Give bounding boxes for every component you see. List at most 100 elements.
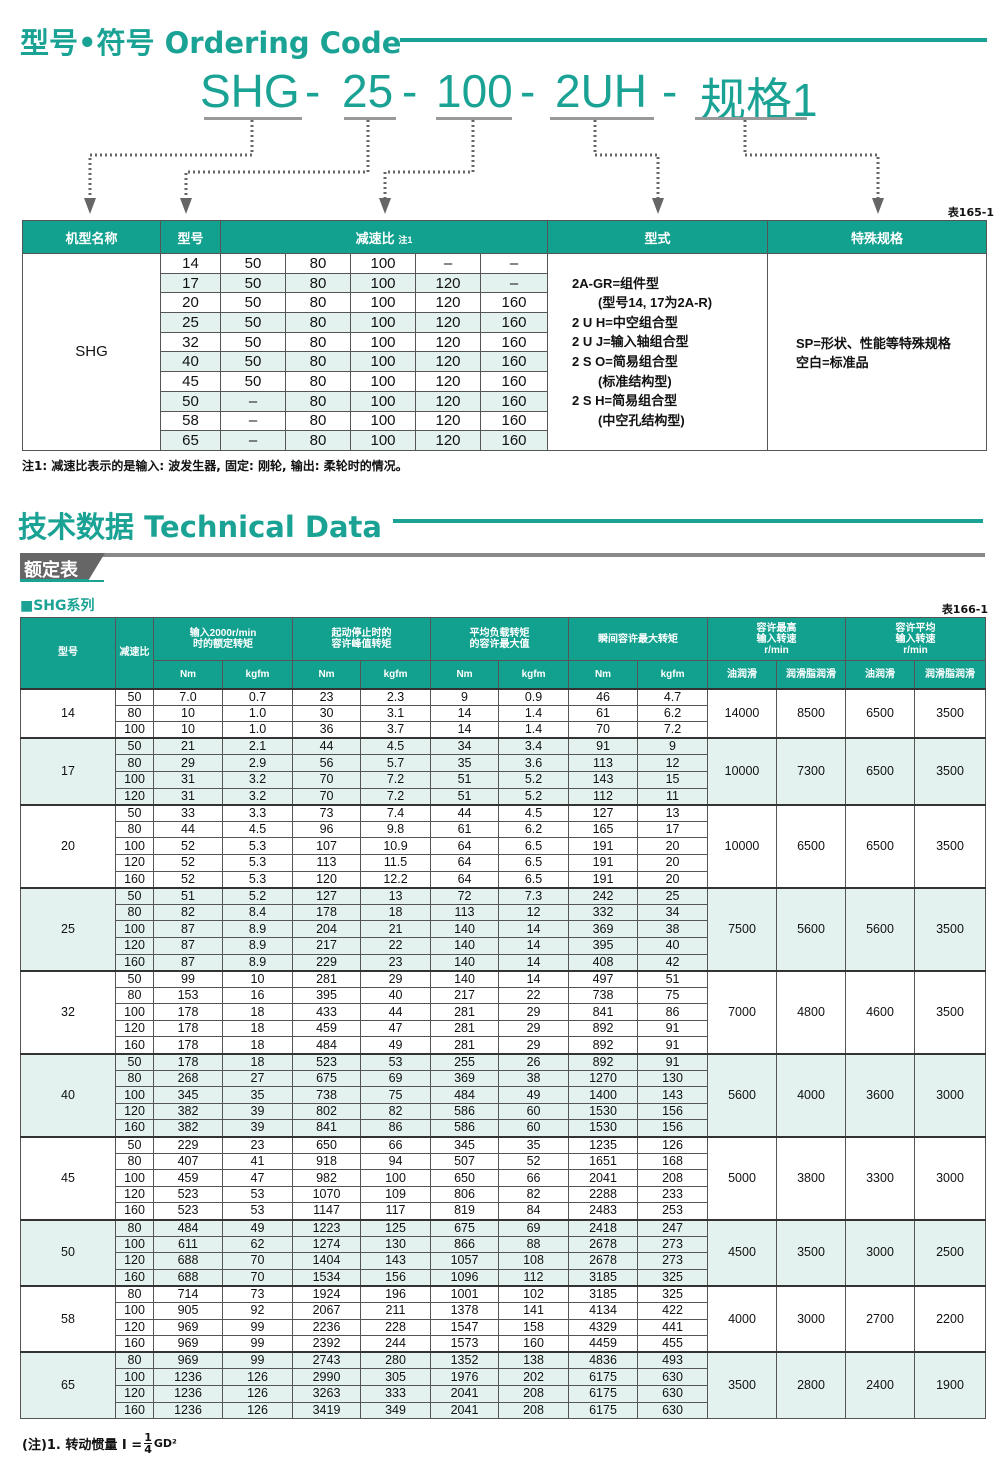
cell: 3.1	[360, 704, 432, 723]
cell: 228	[360, 1318, 432, 1337]
cell: 50	[115, 688, 154, 706]
cell: 229	[292, 953, 362, 972]
cell: 714	[153, 1285, 223, 1303]
code-sep: -	[305, 65, 321, 117]
cell: 178	[292, 903, 362, 922]
header-machine-name: 机型名称	[22, 220, 161, 254]
cell: 1236	[153, 1384, 223, 1403]
speed-cell: 3500	[914, 688, 987, 739]
ordering-note: 注1: 减速比表示的是输入: 波发生器, 固定: 刚轮, 输出: 柔轮时的情况。	[22, 459, 408, 473]
table-row: 120 87 8.9 217 22 140 14 395 40	[21, 936, 986, 955]
cell: 3.2	[221, 770, 294, 789]
cell: 630	[637, 1368, 709, 1386]
cell: 2041	[568, 1169, 639, 1187]
cell: 112	[498, 1268, 570, 1287]
cell: 52	[153, 870, 223, 889]
cell: 10	[153, 704, 223, 723]
cell: 33	[153, 804, 223, 822]
cell: 25	[637, 887, 709, 905]
cell: 178	[153, 1003, 223, 1021]
subheader-kgfm: kgfm	[360, 660, 432, 689]
type-item: 2 U H=中空组合型	[572, 314, 678, 330]
cell: 100	[115, 920, 154, 938]
cell: 160	[480, 390, 548, 412]
cell: 91	[637, 1053, 709, 1071]
cell: –	[220, 390, 286, 412]
cell: 281	[430, 1036, 500, 1055]
cell: 120	[115, 853, 154, 872]
cell: 70	[221, 1252, 294, 1270]
cell: 229	[153, 1136, 223, 1154]
cell: 160	[115, 1202, 154, 1220]
cell: 58	[160, 410, 221, 432]
speed-cell: 7000	[707, 970, 778, 1055]
model-cell: 20	[20, 804, 116, 889]
cell: 11	[637, 787, 709, 806]
speed-cell: 5600	[707, 1053, 778, 1138]
type-item: (标准结构型)	[572, 373, 672, 389]
cell: 61	[568, 704, 639, 723]
cell: 4134	[568, 1301, 639, 1320]
cell: 51	[430, 770, 500, 789]
cell: 50	[115, 887, 154, 905]
tab-underline	[20, 580, 104, 582]
cell: 332	[568, 903, 639, 922]
type-list: 2A-GR=组件型 (型号14, 17为2A-R) 2 U H=中空组合型 2 U …	[547, 253, 768, 451]
cell: 100	[350, 331, 416, 353]
cell: 247	[637, 1219, 709, 1237]
subheader-nm: Nm	[153, 660, 223, 689]
cell: 160	[115, 1335, 154, 1353]
cell: 49	[498, 1086, 570, 1104]
cell: 273	[637, 1252, 709, 1270]
cell: 84	[498, 1202, 570, 1220]
cell: 120	[115, 1102, 154, 1121]
cell: 1223	[292, 1219, 362, 1237]
cell: 806	[430, 1185, 500, 1204]
cell: 493	[637, 1351, 709, 1370]
cell: 156	[637, 1119, 709, 1138]
special-item: 空白=标准品	[796, 354, 869, 370]
cell: 459	[153, 1169, 223, 1187]
type-item: (型号14, 17为2A-R)	[572, 295, 713, 311]
table-row: 120 1236 126 3263 333 2041 208 6175 630	[21, 1384, 986, 1403]
cell: 35	[430, 754, 500, 772]
cell: 120	[115, 787, 154, 806]
cell: 51	[430, 787, 500, 806]
cell: 100	[115, 1368, 154, 1386]
cell: 100	[115, 1235, 154, 1254]
cell: 40	[637, 936, 709, 955]
cell: 82	[498, 1185, 570, 1204]
cell: 22	[360, 936, 432, 955]
cell: 160	[480, 312, 548, 333]
cell: 281	[430, 1019, 500, 1038]
cell: 650	[292, 1136, 362, 1154]
connector-arrows	[84, 120, 884, 214]
cell: 160	[115, 1401, 154, 1420]
cell: 29	[498, 1036, 570, 1055]
cell: 9	[637, 737, 709, 756]
cell: 125	[360, 1219, 432, 1237]
type-item: 2 S H=简易组合型	[572, 393, 678, 409]
cell: 160	[115, 870, 154, 889]
cell: 99	[221, 1335, 294, 1353]
series-name: SHG	[22, 253, 161, 451]
cell: 34	[637, 903, 709, 922]
speed-cell: 3000	[914, 1053, 987, 1138]
cell: 100	[115, 1086, 154, 1104]
cell: 14	[498, 920, 570, 938]
cell: 87	[153, 953, 223, 972]
cell: 2392	[292, 1335, 362, 1353]
cell: 46	[568, 688, 639, 706]
cell: 120	[415, 410, 481, 432]
cell: 4.5	[360, 737, 432, 756]
cell: 905	[153, 1301, 223, 1320]
rated-tab-label: 额定表	[24, 560, 78, 581]
header-ratio-label: 减速比	[355, 230, 395, 246]
cell: 14	[498, 936, 570, 955]
cell: 60	[498, 1102, 570, 1121]
cell: 1270	[568, 1069, 639, 1088]
cell: 3.7	[360, 721, 432, 739]
cell: 91	[637, 1036, 709, 1055]
cell: 892	[568, 1036, 639, 1055]
cell: 507	[430, 1152, 500, 1171]
